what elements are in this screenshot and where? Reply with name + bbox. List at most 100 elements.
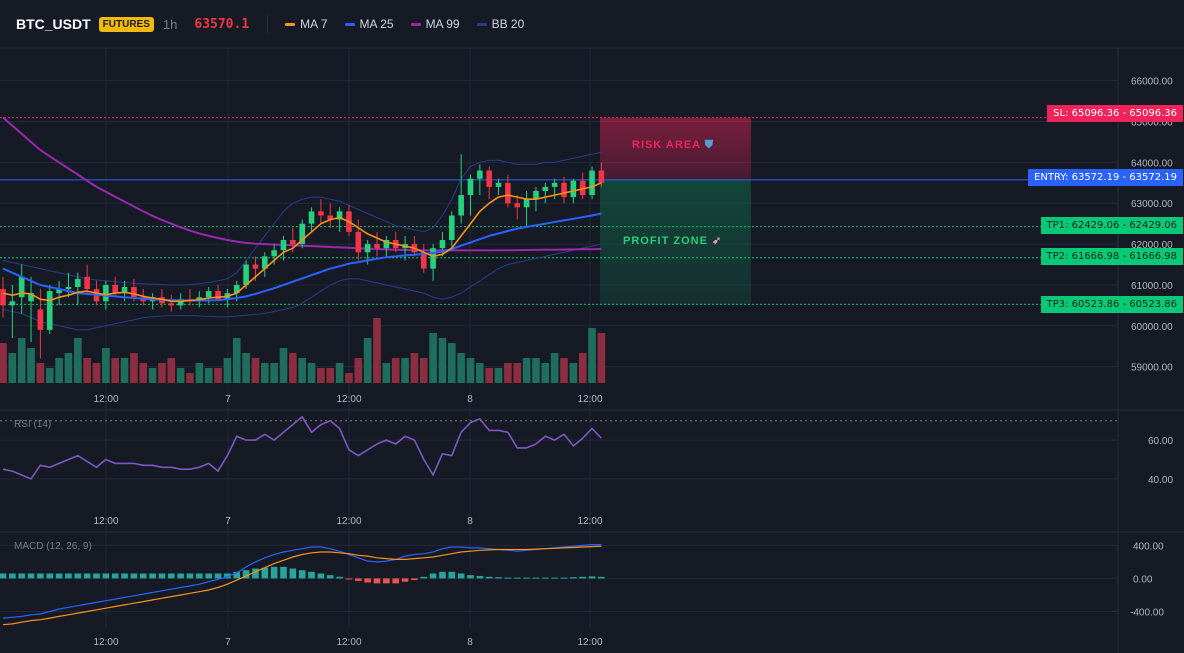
macd-histogram-bar (205, 573, 212, 579)
candle-body (243, 264, 249, 285)
candle-body (542, 186, 549, 191)
volume-bar (391, 358, 400, 383)
volume-bar (214, 368, 222, 383)
volume-bar (92, 363, 101, 383)
macd-line (2, 543, 602, 619)
volume-bar (27, 348, 35, 383)
volume-bar (55, 358, 63, 383)
macd-histogram-bar (598, 576, 605, 579)
volume-bar (476, 363, 484, 383)
legend-bb20[interactable]: BB 20 (476, 17, 525, 31)
time-tick-label: 12:00 (93, 394, 118, 405)
legend-ma7[interactable]: MA 7 (285, 17, 328, 31)
symbol-name[interactable]: BTC_USDT (16, 16, 91, 32)
volume-bar (83, 358, 91, 383)
macd-histogram-bar (252, 568, 259, 579)
volume-bar (186, 373, 194, 383)
candle-body (280, 240, 287, 251)
header-divider (267, 15, 269, 33)
macd-histogram-bar (420, 576, 428, 579)
candle-body (533, 190, 539, 200)
volume-bar (130, 353, 138, 383)
candle-body (598, 170, 605, 183)
tp1-price-box: TP1: 62429.06 - 62429.06 (1040, 217, 1183, 234)
candle-body (18, 276, 25, 298)
profit-zone-label: PROFIT ZONE ➶ (623, 234, 722, 247)
candle-body (514, 203, 521, 208)
candle-body (75, 278, 81, 287)
volume-bar (158, 363, 166, 383)
time-tick-label: 8 (467, 516, 473, 527)
macd-histogram-bar (186, 573, 194, 579)
rsi-tick-label: 60.00 (1148, 436, 1173, 447)
volume-bar (410, 353, 419, 383)
time-tick-label: 7 (225, 637, 231, 648)
bb-upper-line (2, 151, 602, 286)
candle-body (233, 284, 240, 294)
legend-ma99[interactable]: MA 99 (410, 17, 460, 31)
volume-bar (102, 348, 110, 383)
price-tick-label: 64000.00 (1131, 158, 1173, 169)
price-tick-label: 62000.00 (1131, 240, 1173, 251)
candle-body (0, 289, 6, 306)
volume-bar (569, 363, 578, 383)
legend-ma25-swatch (344, 22, 355, 26)
volume-bar (485, 368, 493, 383)
macd-histogram-bar (588, 576, 596, 579)
macd-histogram-bar (429, 573, 437, 579)
candle-body (262, 256, 268, 269)
volume-bar (139, 363, 148, 383)
volume-bar (504, 363, 512, 383)
time-tick-label: 12:00 (577, 637, 602, 648)
macd-histogram-bar (439, 571, 446, 579)
volume-bar (345, 373, 353, 383)
macd-histogram-bar (139, 573, 147, 579)
macd-histogram-bar (261, 567, 269, 579)
timeframe-label[interactable]: 1h (162, 16, 178, 32)
price-tick-label: 59000.00 (1131, 363, 1173, 374)
volume-bar (438, 338, 447, 383)
macd-histogram-bar (298, 570, 306, 579)
macd-histogram-bar (532, 577, 540, 579)
candle-body (449, 215, 455, 241)
volume-bar (232, 338, 241, 383)
macd-histogram-bar (485, 576, 493, 579)
volume-bar (298, 358, 306, 383)
candle-body (131, 286, 137, 298)
macd-histogram-bar (55, 573, 63, 579)
candle-body (336, 211, 343, 220)
volume-bar (373, 318, 381, 383)
macd-histogram-bar (224, 573, 231, 579)
macd-histogram-bar (83, 573, 91, 579)
macd-histogram-bar (523, 577, 530, 579)
volume-bar (494, 368, 503, 383)
macd-histogram-bar (149, 573, 156, 579)
candle-body (121, 286, 128, 294)
volume-bar (279, 348, 288, 383)
time-tick-label: 8 (467, 394, 473, 405)
macd-histogram-bar (383, 578, 390, 584)
macd-tick-label: -400.00 (1130, 607, 1164, 618)
macd-histogram-bar (74, 573, 82, 579)
volume-bar (64, 353, 73, 383)
time-tick-label: 7 (225, 516, 231, 527)
rocket-icon: ➶ (712, 235, 723, 247)
sl-price-box: SL: 65096.36 - 65096.36 (1047, 105, 1183, 122)
macd-histogram-bar (233, 571, 241, 579)
macd-histogram-bar (336, 576, 343, 579)
volume-bar (419, 358, 428, 383)
macd-histogram-bar (504, 577, 512, 579)
legend-bb20-label: BB 20 (491, 17, 525, 31)
legend-ma25-label: MA 25 (359, 17, 394, 31)
volume-bar (532, 358, 540, 383)
candle-body (458, 195, 464, 216)
legend-ma25[interactable]: MA 25 (344, 17, 394, 31)
macd-histogram-bar (411, 578, 418, 581)
macd-histogram-bar (177, 573, 184, 579)
volume-bar (429, 333, 437, 383)
volume-bar (457, 353, 465, 383)
legend-ma7-swatch (285, 22, 296, 26)
risk-area-label: RISK AREA ⛊ (632, 139, 714, 152)
rsi-line (2, 415, 602, 480)
